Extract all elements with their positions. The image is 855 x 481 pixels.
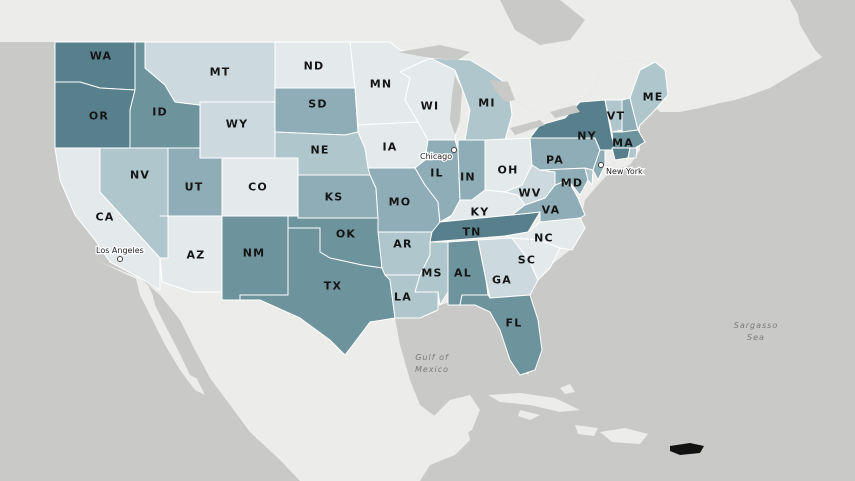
state-ma[interactable] xyxy=(611,129,646,149)
yucatan-peninsula xyxy=(430,395,480,440)
state-ri[interactable] xyxy=(627,147,638,159)
lake-michigan xyxy=(450,75,462,135)
new-york-dot-icon xyxy=(598,162,604,168)
cayman-island xyxy=(518,410,540,420)
gulf-of-mexico-label-line1: Gulf of xyxy=(415,353,449,362)
great-lakes xyxy=(398,45,580,135)
new-york-label: New York xyxy=(606,167,643,176)
state-or[interactable] xyxy=(54,81,136,149)
state-co[interactable] xyxy=(221,157,299,217)
puerto-rico-island xyxy=(670,443,704,455)
atlantic-north xyxy=(795,0,855,80)
gulf-of-mexico-label-line2: Mexico xyxy=(415,365,449,374)
cuba-island xyxy=(488,393,580,412)
state-ct[interactable] xyxy=(611,147,631,161)
canada-land xyxy=(0,0,838,118)
lake-superior xyxy=(398,45,470,60)
state-ia[interactable] xyxy=(357,121,429,169)
lake-ontario xyxy=(550,105,580,118)
jamaica-island xyxy=(575,425,598,436)
mexico-land xyxy=(100,262,470,481)
chicago-label: Chicago xyxy=(420,152,452,161)
los-angeles-label: Los Angeles xyxy=(96,246,144,255)
state-sd[interactable] xyxy=(274,87,359,136)
lake-erie xyxy=(510,120,545,135)
chicago-dot-icon xyxy=(451,147,457,153)
sargasso-sea-label-line2: Sea xyxy=(747,333,765,342)
nova-scotia-land xyxy=(690,70,760,100)
state-nc[interactable] xyxy=(504,217,586,251)
state-az[interactable] xyxy=(159,215,223,293)
los-angeles-dot-icon xyxy=(117,256,123,262)
city-new-york[interactable]: New York xyxy=(598,162,644,177)
hudson-bay xyxy=(500,0,585,45)
state-nd[interactable] xyxy=(274,41,356,89)
states-layer[interactable] xyxy=(54,41,669,376)
sargasso-sea-label-line1: Sargasso xyxy=(734,321,778,330)
state-in[interactable] xyxy=(457,139,486,201)
city-chicago[interactable]: Chicago xyxy=(419,147,457,162)
state-tx[interactable] xyxy=(239,227,396,356)
gulf-of-california xyxy=(152,292,200,380)
state-me[interactable] xyxy=(629,61,669,131)
state-wy[interactable] xyxy=(199,101,276,159)
state-nm[interactable] xyxy=(221,215,289,301)
city-los-angeles[interactable]: Los Angeles xyxy=(95,245,145,262)
hispaniola-island xyxy=(600,428,648,444)
state-pa[interactable] xyxy=(529,137,601,171)
state-ks[interactable] xyxy=(297,174,379,219)
state-fl[interactable] xyxy=(459,294,543,376)
state-ut[interactable] xyxy=(167,147,223,217)
bahamas-island xyxy=(560,384,575,394)
lake-huron xyxy=(490,80,515,102)
